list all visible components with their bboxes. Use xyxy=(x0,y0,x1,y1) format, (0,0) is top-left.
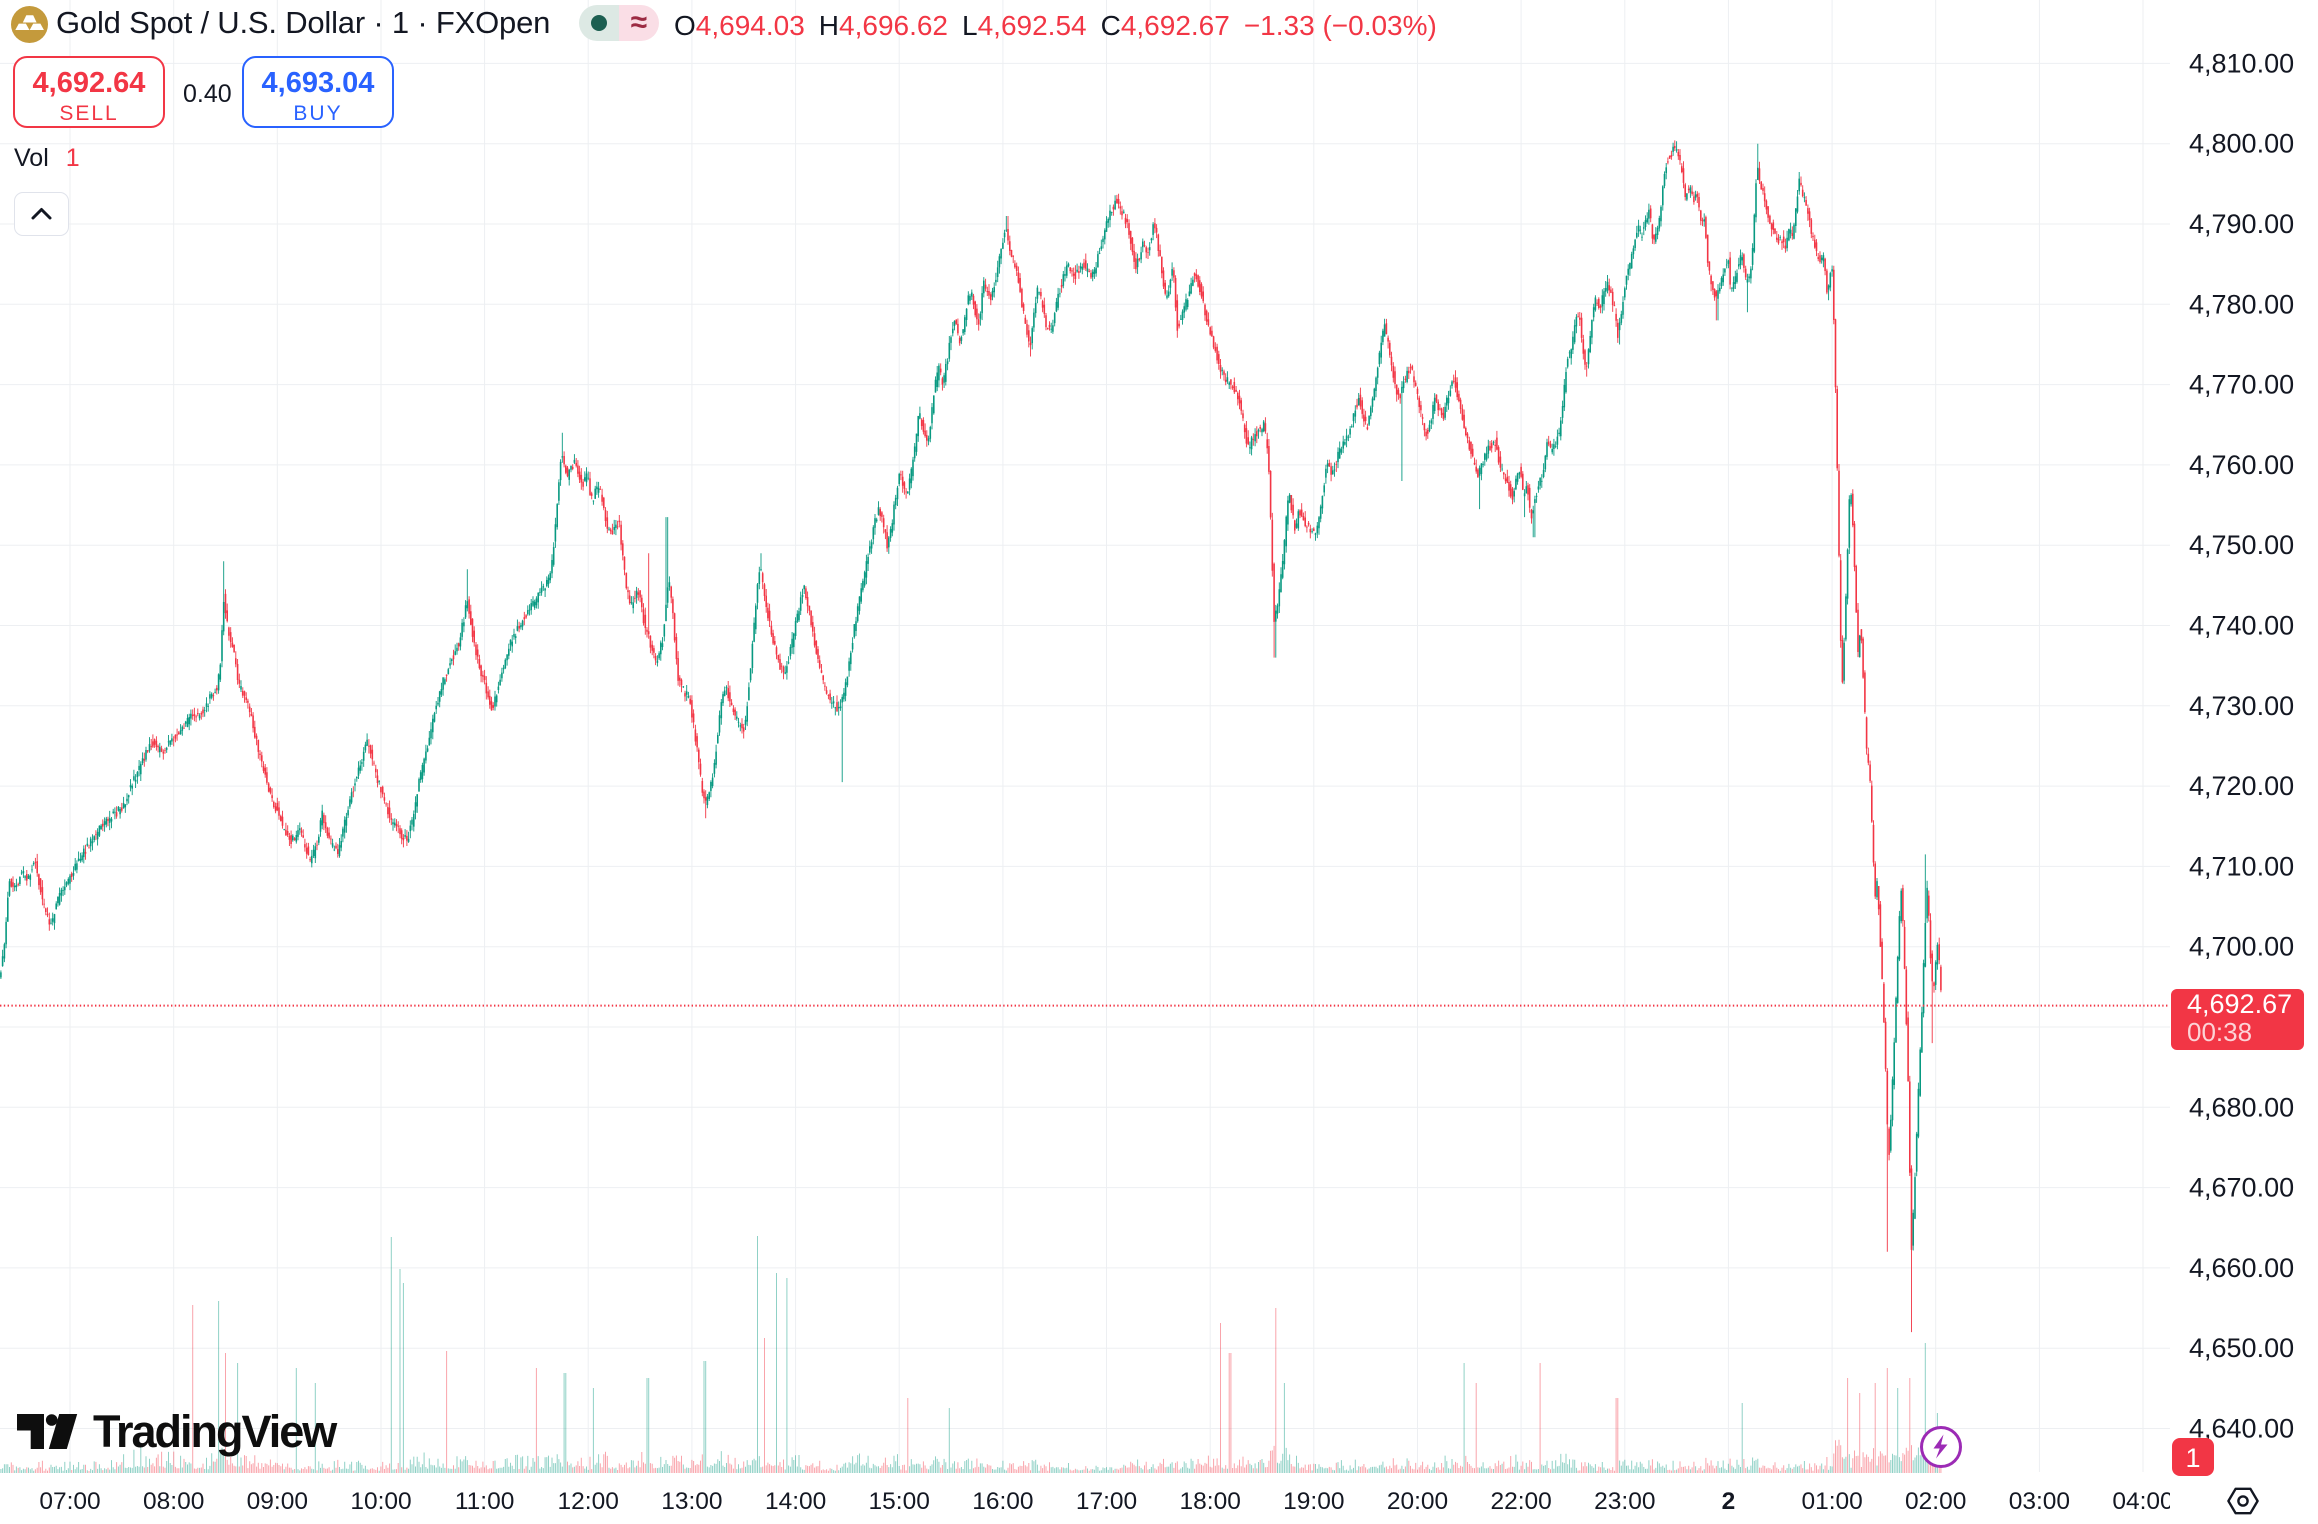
svg-text:11:00: 11:00 xyxy=(455,1488,515,1515)
svg-text:4,740.00: 4,740.00 xyxy=(2189,611,2294,641)
svg-text:4,720.00: 4,720.00 xyxy=(2189,771,2294,801)
svg-text:07:00: 07:00 xyxy=(39,1488,100,1515)
svg-text:4,660.00: 4,660.00 xyxy=(2189,1253,2294,1283)
svg-text:03:00: 03:00 xyxy=(2009,1488,2070,1515)
svg-text:1: 1 xyxy=(2185,1443,2200,1473)
svg-text:4,650.00: 4,650.00 xyxy=(2189,1333,2294,1363)
svg-text:4,680.00: 4,680.00 xyxy=(2189,1092,2294,1122)
svg-text:2: 2 xyxy=(1722,1488,1736,1515)
svg-text:08:00: 08:00 xyxy=(143,1488,204,1515)
svg-text:10:00: 10:00 xyxy=(350,1488,411,1515)
svg-text:4,800.00: 4,800.00 xyxy=(2189,129,2294,159)
svg-text:22:00: 22:00 xyxy=(1490,1488,1551,1515)
svg-text:4,810.00: 4,810.00 xyxy=(2189,48,2294,78)
svg-text:12:00: 12:00 xyxy=(558,1488,619,1515)
svg-text:4,670.00: 4,670.00 xyxy=(2189,1173,2294,1203)
svg-text:09:00: 09:00 xyxy=(247,1488,308,1515)
svg-text:4,700.00: 4,700.00 xyxy=(2189,932,2294,962)
svg-text:23:00: 23:00 xyxy=(1594,1488,1655,1515)
svg-text:4,750.00: 4,750.00 xyxy=(2189,530,2294,560)
svg-text:4,710.00: 4,710.00 xyxy=(2189,851,2294,881)
svg-text:4,790.00: 4,790.00 xyxy=(2189,209,2294,239)
svg-text:19:00: 19:00 xyxy=(1283,1488,1344,1515)
svg-text:20:00: 20:00 xyxy=(1387,1488,1448,1515)
svg-text:13:00: 13:00 xyxy=(661,1488,722,1515)
svg-text:04:00: 04:00 xyxy=(2112,1488,2173,1515)
svg-text:14:00: 14:00 xyxy=(765,1488,826,1515)
svg-text:01:00: 01:00 xyxy=(1801,1488,1862,1515)
svg-text:02:00: 02:00 xyxy=(1905,1488,1966,1515)
svg-text:4,770.00: 4,770.00 xyxy=(2189,370,2294,400)
svg-text:4,760.00: 4,760.00 xyxy=(2189,450,2294,480)
svg-text:18:00: 18:00 xyxy=(1180,1488,1241,1515)
svg-text:17:00: 17:00 xyxy=(1076,1488,1137,1515)
svg-text:4,692.67: 4,692.67 xyxy=(2187,989,2292,1019)
svg-text:16:00: 16:00 xyxy=(972,1488,1033,1515)
svg-text:00:38: 00:38 xyxy=(2187,1017,2252,1047)
svg-text:4,730.00: 4,730.00 xyxy=(2189,691,2294,721)
svg-text:15:00: 15:00 xyxy=(869,1488,930,1515)
svg-text:4,780.00: 4,780.00 xyxy=(2189,289,2294,319)
